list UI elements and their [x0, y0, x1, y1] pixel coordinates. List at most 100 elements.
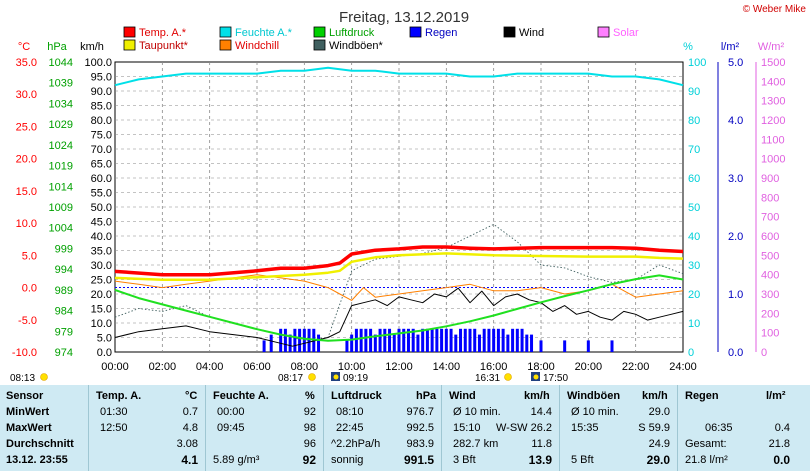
humidity-min-value: 92 [303, 406, 316, 418]
rain-bar [473, 328, 477, 352]
event-time: 17:50 [543, 373, 568, 384]
event-time: 16:31 [475, 373, 500, 384]
humidity-axis-tick: 100 [688, 57, 706, 69]
x-axis-tick: 02:00 [149, 361, 177, 373]
gust-avg10-label: Ø 10 min. [571, 406, 619, 418]
solar-axis-tick: 0 [761, 347, 767, 359]
rain-bar [298, 328, 302, 352]
stats-col-sep [88, 385, 89, 471]
stats-header-rain-unit: l/m² [766, 390, 786, 402]
wind-beaufort: 3 Bft [453, 454, 476, 466]
pressure-axis-tick: 994 [55, 264, 73, 276]
legend-swatch [503, 26, 516, 38]
legend-label: Temp. A.* [139, 27, 187, 39]
wind-axis-tick: 45.0 [91, 217, 112, 229]
rain-rate: 21.8 l/m² [685, 454, 728, 466]
stats-header-temp-unit: °C [185, 390, 198, 402]
wind-axis-tick: 10.0 [91, 318, 112, 330]
rain-bar [378, 328, 382, 352]
x-axis-tick: 24:00 [669, 361, 697, 373]
legend-label: Windchill [235, 40, 279, 52]
temp-axis-tick: 5.0 [22, 250, 37, 262]
rain-bar [463, 328, 467, 352]
wind-axis-tick: 85.0 [91, 101, 112, 113]
humidity-axis-tick: 30 [688, 260, 700, 272]
moon-icon-glyph [533, 374, 539, 380]
x-axis-tick: 12:00 [385, 361, 413, 373]
stats-header-wind-unit: km/h [524, 390, 550, 402]
stats-panel: Sensor MinWert MaxWert Durchschnitt 13.1… [0, 385, 810, 471]
legend-swatch [219, 26, 232, 38]
legend-label: Windböen* [329, 40, 384, 52]
rain-bar [430, 328, 434, 352]
rain-bar [279, 328, 283, 352]
rain-axis-tick: 5.0 [728, 57, 743, 69]
pressure-axis-tick: 1019 [49, 161, 73, 173]
solar-axis-tick: 100 [761, 328, 779, 340]
rain-current-value: 0.0 [773, 453, 790, 467]
rain-bar [440, 328, 444, 352]
rain-bar [373, 334, 377, 352]
temp-max-time: 12:50 [100, 422, 128, 434]
rain-bar [530, 334, 534, 352]
x-axis-tick: 22:00 [622, 361, 650, 373]
rain-bar [444, 328, 448, 352]
humidity-axis-tick: 90 [688, 86, 700, 98]
stats-label-max: MaxWert [6, 422, 52, 434]
rain-bar [269, 334, 273, 352]
pressure-axis-tick: 1009 [49, 202, 73, 214]
wind-axis-tick: 50.0 [91, 202, 112, 214]
pressure-axis-tick: 984 [55, 306, 73, 318]
wind-axis-tick: 80.0 [91, 115, 112, 127]
pressure-axis-tick: 979 [55, 326, 73, 338]
rain-bar [388, 328, 392, 352]
wind-avg10-label: Ø 10 min. [453, 406, 501, 418]
rain-axis-tick: 4.0 [728, 115, 743, 127]
rain-bar [392, 334, 396, 352]
humidity-max-value: 98 [303, 422, 316, 434]
wind-axis-tick: 40.0 [91, 231, 112, 243]
gust-current-value: 29.0 [646, 453, 670, 467]
temp-axis-tick: 25.0 [16, 121, 37, 133]
gust-beaufort: 5 Bft [571, 454, 594, 466]
pressure-max-value: 992.5 [406, 422, 434, 434]
gust-avg10-value: 29.0 [648, 406, 670, 418]
rain-bar [354, 328, 358, 352]
legend-label: Wind [519, 27, 544, 39]
pressure-min-time: 08:10 [336, 406, 364, 418]
rain-bar [487, 328, 491, 352]
rain-bar [539, 340, 543, 352]
temp-axis-tick: -10.0 [12, 347, 37, 359]
humidity-line [114, 66, 684, 87]
legend-label: Regen [425, 27, 457, 39]
copyright-text: © Weber Mike [743, 4, 807, 15]
rain-bar [288, 334, 292, 352]
rain-bar [482, 328, 486, 352]
rain-bar [416, 334, 420, 352]
legend-label: Luftdruck [329, 27, 375, 39]
pressure-min-value: 976.7 [406, 406, 434, 418]
solar-axis-tick: 300 [761, 289, 779, 301]
rain-bar [359, 328, 363, 352]
wind-axis-tick: 55.0 [91, 188, 112, 200]
wind-max-time: 15:10 [453, 422, 481, 434]
pressure-axis-tick: 974 [55, 347, 73, 359]
humidity-max-time: 09:45 [217, 422, 245, 434]
wind-axis-tick: 20.0 [91, 289, 112, 301]
temp-current-value: 4.1 [181, 453, 198, 467]
temp-min-time: 01:30 [100, 406, 128, 418]
humidity-axis-tick: 60 [688, 173, 700, 185]
temp-axis-tick: 15.0 [16, 186, 37, 198]
chart-title: Freitag, 13.12.2019 [339, 9, 469, 26]
solar-axis-tick: 1200 [761, 115, 785, 127]
humidity-min-time: 00:00 [217, 406, 245, 418]
pressure-axis-tick: 989 [55, 285, 73, 297]
x-axis-tick: 04:00 [196, 361, 224, 373]
wind-distance: 282.7 km [453, 438, 499, 450]
wind-avg10-value: 14.4 [530, 406, 552, 418]
legend-swatch [219, 39, 232, 51]
rain-bar [454, 334, 458, 352]
stats-header-pressure-unit: hPa [416, 390, 437, 402]
humidity-current-value: 92 [302, 453, 316, 467]
legend-label: Solar [613, 27, 639, 39]
